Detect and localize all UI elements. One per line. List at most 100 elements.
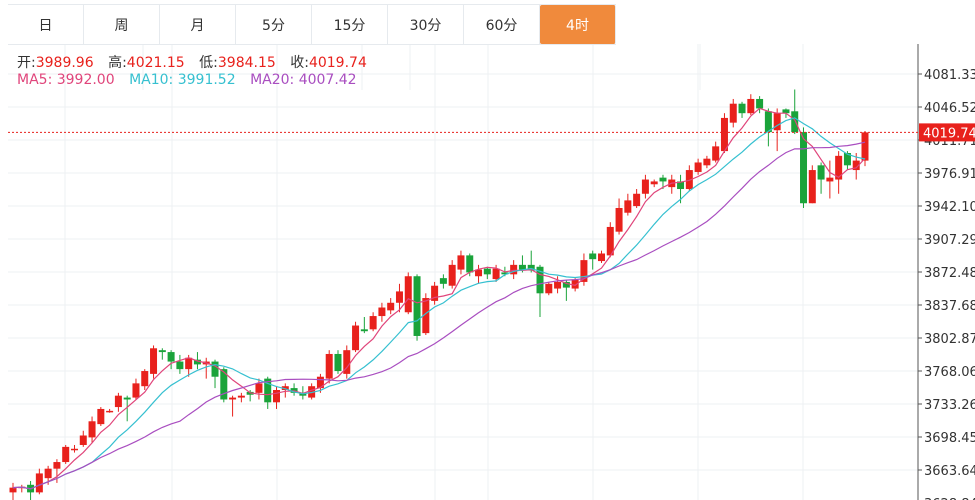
high-value: 4021.15 bbox=[126, 55, 185, 71]
candle-body bbox=[677, 181, 685, 190]
candle-body bbox=[712, 146, 720, 161]
tab-3[interactable]: 5分 bbox=[236, 5, 312, 44]
candle-body bbox=[70, 448, 78, 451]
candle-body bbox=[273, 389, 281, 403]
candle-body bbox=[483, 268, 491, 275]
tab-0[interactable]: 日 bbox=[8, 5, 84, 44]
ma20-line bbox=[12, 141, 866, 490]
candle-body bbox=[747, 98, 755, 114]
close-label: 收: bbox=[290, 55, 309, 71]
tab-1[interactable]: 周 bbox=[84, 5, 160, 44]
candle-body bbox=[264, 378, 272, 403]
candle-body bbox=[826, 177, 834, 182]
candle-body bbox=[150, 348, 158, 374]
tab-2[interactable]: 月 bbox=[160, 5, 236, 44]
candle-body bbox=[158, 350, 166, 353]
tab-7[interactable]: 4时 bbox=[540, 5, 616, 44]
candle-body bbox=[395, 291, 403, 303]
candle-body bbox=[229, 397, 237, 400]
candle-body bbox=[132, 383, 140, 398]
candle-body bbox=[35, 473, 43, 493]
candle-body bbox=[659, 177, 667, 182]
tab-4[interactable]: 15分 bbox=[312, 5, 388, 44]
candle-body bbox=[106, 410, 114, 413]
candle-body bbox=[211, 361, 219, 377]
candle-body bbox=[554, 281, 562, 289]
candle-body bbox=[729, 103, 737, 123]
candle-body bbox=[466, 255, 474, 273]
low-value: 3984.15 bbox=[217, 55, 276, 71]
close-value: 4019.74 bbox=[308, 55, 367, 71]
candle-body bbox=[422, 298, 430, 334]
candle-body bbox=[843, 152, 851, 166]
last-price-label: 4019.74 bbox=[923, 126, 975, 141]
ma10-value: MA10: 3991.52 bbox=[129, 72, 236, 88]
candle-body bbox=[536, 266, 544, 294]
candle-body bbox=[404, 276, 412, 313]
candle-body bbox=[527, 264, 535, 271]
candle-body bbox=[756, 98, 764, 109]
candle-body bbox=[97, 408, 105, 425]
open-label: 开: bbox=[17, 55, 36, 71]
candle-body bbox=[123, 397, 131, 400]
ma5-line bbox=[12, 107, 866, 490]
candle-body bbox=[53, 462, 61, 469]
candle-body bbox=[641, 179, 649, 194]
y-tick-label: 3802.87 bbox=[924, 332, 975, 347]
open-value: 3989.96 bbox=[35, 55, 94, 71]
candle-body bbox=[281, 386, 289, 390]
ma20-value: MA20: 4007.42 bbox=[250, 72, 357, 88]
candle-body bbox=[615, 207, 623, 232]
low-label: 低: bbox=[199, 55, 218, 71]
candle-body bbox=[431, 285, 439, 301]
y-tick-label: 3768.06 bbox=[924, 365, 975, 380]
candle-body bbox=[369, 316, 377, 330]
candle-body bbox=[167, 352, 175, 362]
candle-body bbox=[633, 193, 641, 207]
candle-body bbox=[492, 268, 500, 280]
candle-body bbox=[360, 329, 368, 332]
candle-body bbox=[518, 264, 526, 270]
candle-body bbox=[703, 158, 711, 166]
y-tick-label: 3663.64 bbox=[924, 464, 975, 479]
candle-body bbox=[562, 281, 570, 288]
candle-body bbox=[79, 435, 87, 445]
candle-body bbox=[606, 226, 614, 256]
y-tick-label: 3698.45 bbox=[924, 431, 975, 446]
candle-body bbox=[580, 260, 588, 282]
tab-5[interactable]: 30分 bbox=[388, 5, 464, 44]
candle-body bbox=[720, 117, 728, 152]
candle-body bbox=[589, 253, 597, 260]
candle-body bbox=[185, 357, 193, 370]
y-tick-label: 3837.68 bbox=[924, 299, 975, 314]
candle-body bbox=[773, 113, 781, 131]
tab-6[interactable]: 60分 bbox=[464, 5, 540, 44]
candle-body bbox=[220, 369, 228, 400]
ma10-line bbox=[12, 117, 866, 490]
candle-body bbox=[237, 395, 245, 398]
period-tabs: 日周月 5分 15分 30分 60分 4时 bbox=[8, 4, 616, 45]
candle-body bbox=[316, 376, 324, 389]
candle-body bbox=[44, 468, 52, 479]
candle-body bbox=[624, 200, 632, 213]
candle-body bbox=[457, 255, 465, 270]
candle-body bbox=[334, 353, 342, 372]
candle-body bbox=[791, 111, 799, 133]
candle-body bbox=[343, 350, 351, 374]
candle-body bbox=[439, 278, 447, 284]
y-tick-label: 3976.91 bbox=[924, 167, 975, 182]
candle-body bbox=[325, 353, 333, 379]
candle-body bbox=[800, 132, 808, 204]
y-tick-label: 3628.84 bbox=[924, 497, 975, 500]
candle-body bbox=[650, 181, 658, 185]
y-tick-label: 3733.26 bbox=[924, 398, 975, 413]
ohlc-readout: 开:3989.96 高:4021.15 低:3984.15 收:4019.74 bbox=[17, 52, 377, 72]
candle-body bbox=[413, 276, 421, 336]
candle-body bbox=[9, 487, 17, 493]
candle-body bbox=[141, 371, 149, 387]
high-label: 高: bbox=[108, 55, 127, 71]
candle-body bbox=[352, 325, 360, 351]
candle-body bbox=[501, 272, 509, 275]
candle-body bbox=[597, 253, 605, 262]
